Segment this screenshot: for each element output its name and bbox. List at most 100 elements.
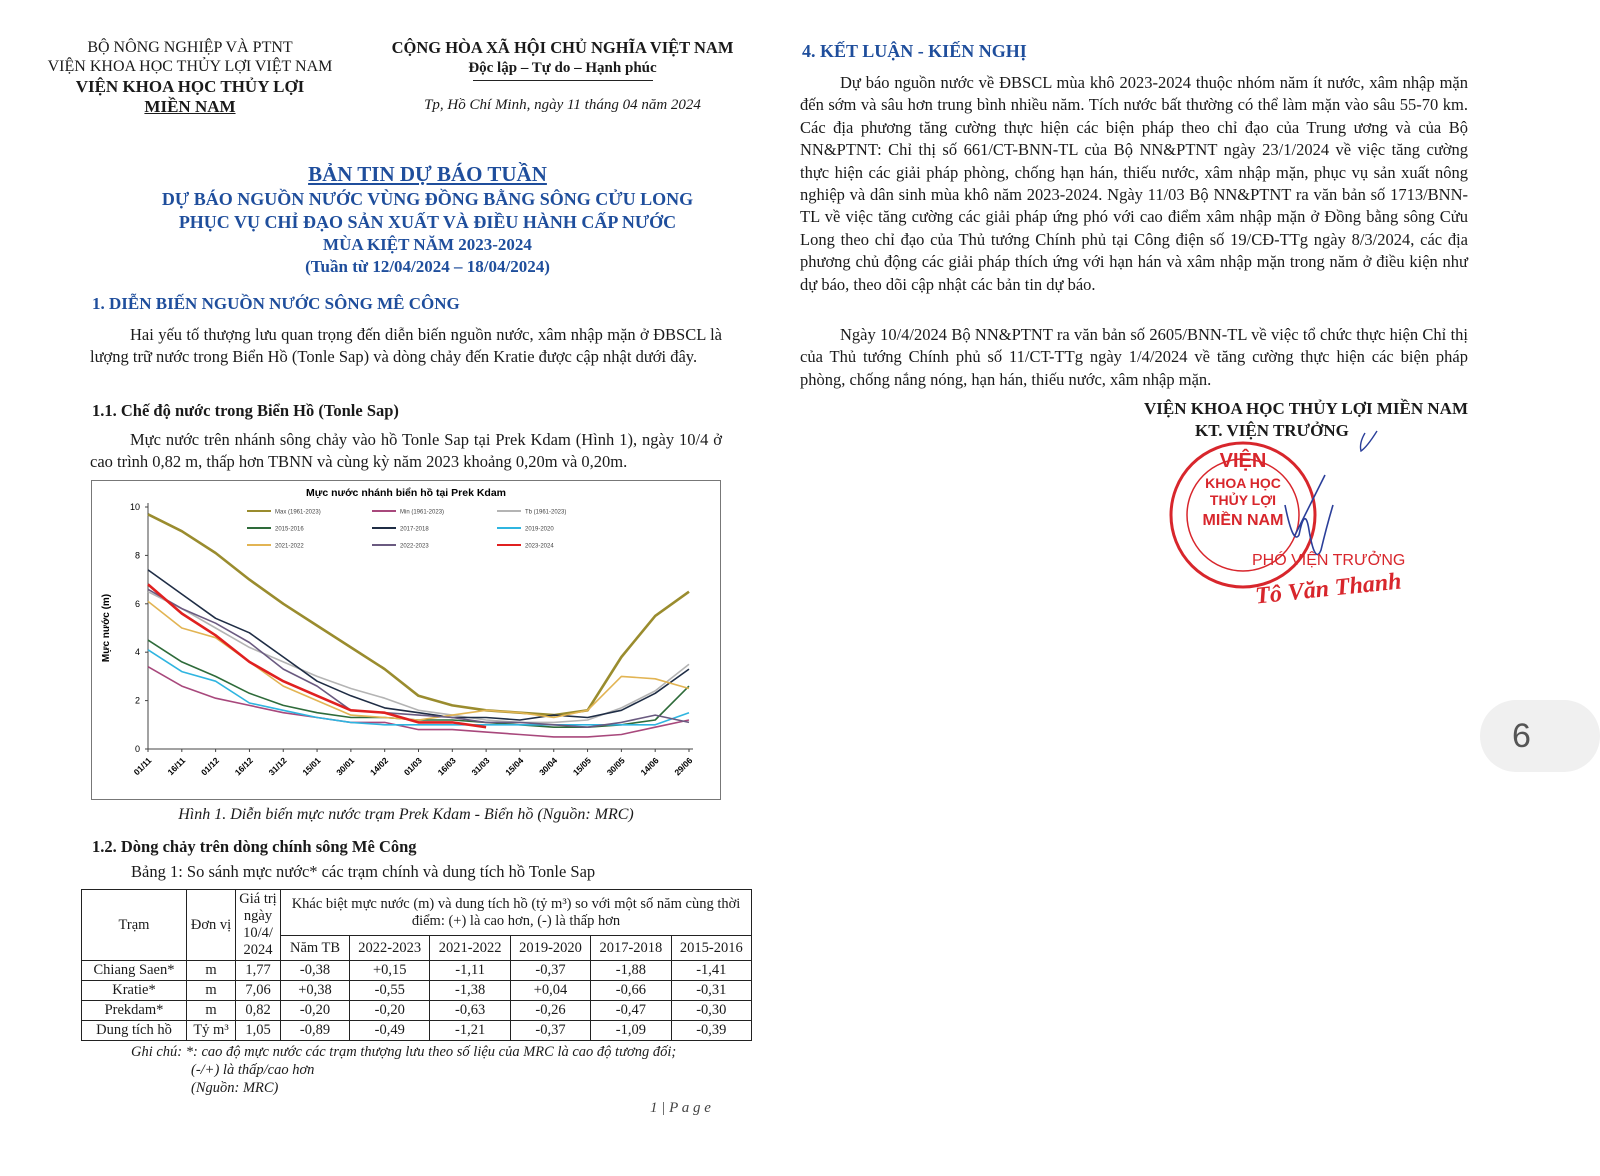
unit-cell: Tỷ m³ bbox=[186, 1020, 236, 1041]
diff-cell: -0,20 bbox=[279, 1000, 351, 1021]
diff-cell: +0,04 bbox=[509, 980, 592, 1001]
table-note-2: (-/+) là thấp/cao hơn bbox=[191, 1062, 315, 1078]
series-line-2015-2016 bbox=[147, 639, 690, 728]
signature-scribble bbox=[1284, 474, 1334, 556]
legend-label: 2017-2018 bbox=[400, 527, 429, 533]
x-tick-label: 30/04 bbox=[537, 755, 559, 777]
diff-cell: -0,49 bbox=[349, 1020, 431, 1041]
subtitle-1: DỰ BÁO NGUỒN NƯỚC VÙNG ĐỒNG BẰNG SÔNG CỬ… bbox=[161, 189, 694, 209]
signing-role: KT. VIỆN TRƯỞNG bbox=[1195, 421, 1349, 440]
motto-underline bbox=[472, 80, 653, 81]
diff-cell: -0,31 bbox=[670, 980, 753, 1001]
diff-cell: -1,21 bbox=[429, 1020, 511, 1041]
diff-cell: +0,15 bbox=[349, 960, 431, 981]
series-line-max-1961-2023- bbox=[147, 513, 690, 717]
x-tick-label: 14/06 bbox=[638, 755, 660, 777]
diff-cell: -0,39 bbox=[670, 1020, 753, 1041]
x-tick-label: 31/12 bbox=[267, 755, 289, 777]
legend-label: 2019-2020 bbox=[525, 527, 554, 533]
initial-mark bbox=[1359, 430, 1378, 453]
institute-name-2: MIỀN NAM bbox=[144, 97, 236, 116]
x-tick-label: 31/03 bbox=[469, 755, 491, 777]
x-tick-label: 29/06 bbox=[672, 755, 694, 777]
table-note-3: (Nguồn: MRC) bbox=[191, 1080, 279, 1096]
diff-cell: -0,66 bbox=[590, 980, 672, 1001]
series-line-2017-2018 bbox=[147, 569, 690, 721]
series-line-2022-2023 bbox=[147, 588, 690, 728]
subtitle-2: PHỤC VỤ CHỈ ĐẠO SẢN XUẤT VÀ ĐIỀU HÀNH CẤ… bbox=[178, 212, 677, 232]
viewer-page-indicator: 6 bbox=[1480, 700, 1600, 772]
figure-caption: Hình 1. Diễn biến mực nước trạm Prek Kda… bbox=[178, 806, 634, 823]
unit-cell: m bbox=[186, 960, 236, 981]
x-tick-label: 16/12 bbox=[233, 755, 255, 777]
legend-label: 2022-2023 bbox=[400, 544, 429, 550]
y-tick-label: 10 bbox=[130, 502, 140, 512]
year-header: 2022-2023 bbox=[349, 935, 431, 961]
conclusion-paragraph-2: Ngày 10/4/2024 Bộ NN&PTNT ra văn bản số … bbox=[800, 325, 1468, 389]
year-header: 2017-2018 bbox=[590, 935, 672, 961]
legend-label: Max (1961-2023) bbox=[275, 510, 321, 516]
value-cell: 1,05 bbox=[235, 1020, 281, 1041]
series-line-2023-2024 bbox=[147, 583, 487, 729]
official-stamp: VIỆN KHOA HỌC THỦY LỢI MIỀN NAM bbox=[1169, 430, 1378, 589]
diff-cell: -0,37 bbox=[509, 960, 592, 981]
svg-text:THỦY LỢI: THỦY LỢI bbox=[1210, 491, 1276, 508]
section-1-intro: Hai yếu tố thượng lưu quan trọng đến diễ… bbox=[90, 325, 722, 367]
y-tick-label: 6 bbox=[135, 599, 140, 609]
legend-label: 2023-2024 bbox=[525, 544, 554, 550]
academy-name: VIỆN KHOA HỌC THỦY LỢI VIỆT NAM bbox=[47, 58, 333, 75]
series-line-min-1961-2023- bbox=[147, 666, 690, 738]
diff-cell: -1,11 bbox=[429, 960, 511, 981]
legend-label: Min (1961-2023) bbox=[400, 510, 444, 516]
x-tick-label: 01/11 bbox=[132, 755, 154, 777]
header-unit: Đơn vị bbox=[186, 889, 236, 961]
nation-block: CỘNG HÒA XÃ HỘI CHỦ NGHĨA VIỆT NAM Độc l… bbox=[380, 38, 745, 115]
header-station: Trạm bbox=[81, 889, 187, 961]
y-axis-label: Mực nước (m) bbox=[101, 594, 112, 662]
subtitle-3: MÙA KIỆT NĂM 2023-2024 bbox=[323, 235, 532, 254]
x-tick-label: 30/01 bbox=[334, 755, 356, 777]
subsection-1-2-heading: 1.2. Dòng chảy trên dòng chính sông Mê C… bbox=[92, 837, 417, 856]
conclusion-paragraph-1: Dự báo nguồn nước về ĐBSCL mùa khô 2023-… bbox=[800, 73, 1468, 294]
station-cell: Dung tích hồ bbox=[81, 1020, 187, 1041]
x-tick-label: 15/04 bbox=[503, 755, 525, 777]
x-tick-label: 16/11 bbox=[165, 755, 187, 777]
legend-label: 2021-2022 bbox=[275, 544, 304, 550]
y-tick-label: 4 bbox=[135, 647, 140, 657]
deputy-title: PHÓ VIỆN TRƯỞNG bbox=[1252, 552, 1406, 569]
stamp-seal: VIỆN KHOA HỌC THỦY LỢI MIỀN NAM bbox=[1169, 441, 1317, 589]
x-tick-label: 01/03 bbox=[402, 755, 424, 777]
value-cell: 1,77 bbox=[235, 960, 281, 981]
issuer-block: BỘ NÔNG NGHIỆP VÀ PTNT VIỆN KHOA HỌC THỦ… bbox=[30, 38, 350, 117]
diff-cell: -0,55 bbox=[349, 980, 431, 1001]
unit-cell: m bbox=[186, 980, 236, 1001]
svg-text:VIỆN: VIỆN bbox=[1220, 448, 1267, 472]
table-caption: Bảng 1: So sánh mực nước* các trạm chính… bbox=[131, 862, 596, 881]
diff-cell: -0,89 bbox=[279, 1020, 351, 1041]
table-row: Dung tích hồ Tỷ m³ 1,05 -0,89 -0,49 -1,21 -0,3… bbox=[81, 1020, 753, 1041]
motto: Độc lập – Tự do – Hạnh phúc bbox=[468, 60, 657, 76]
x-tick-label: 01/12 bbox=[199, 755, 221, 777]
diff-cell: -1,88 bbox=[590, 960, 672, 981]
legend-label: 2015-2016 bbox=[275, 527, 304, 533]
svg-text:MIỀN NAM: MIỀN NAM bbox=[1203, 510, 1284, 529]
diff-cell: -0,20 bbox=[349, 1000, 431, 1021]
subsection-1-1-text: Mực nước trên nhánh sông chảy vào hồ Ton… bbox=[90, 430, 722, 472]
header-diff: Khác biệt mực nước (m) và dung tích hồ (… bbox=[280, 888, 752, 937]
diff-cell: -0,37 bbox=[509, 1020, 592, 1041]
x-tick-label: 15/05 bbox=[571, 755, 593, 777]
x-tick-label: 15/01 bbox=[300, 755, 322, 777]
diff-cell: +0,38 bbox=[279, 980, 351, 1001]
prek-kdam-water-level-chart: Mực nước nhánh biển hồ tại Prek Kdam 0 2 4 6… bbox=[91, 480, 721, 800]
unit-cell: m bbox=[186, 1000, 236, 1021]
table-row: Prekdam* m 0,82 -0,20 -0,20 -0,63 -0,26 -0,47 -0… bbox=[81, 1000, 753, 1021]
x-tick-label: 16/03 bbox=[436, 755, 458, 777]
header-value: Giá trị ngày 10/4/ 2024 bbox=[235, 889, 281, 961]
section-1-heading: 1. DIỄN BIẾN NGUỒN NƯỚC SÔNG MÊ CÔNG bbox=[92, 294, 460, 313]
table-row: Kratie* m 7,06 +0,38 -0,55 -1,38 +0,04 -0,66 -0,… bbox=[81, 980, 753, 1001]
diff-cell: -1,09 bbox=[590, 1020, 672, 1041]
table-note-1: Ghi chú: *: cao độ mực nước các trạm thư… bbox=[131, 1044, 677, 1060]
station-cell: Kratie* bbox=[81, 980, 187, 1001]
year-header: 2015-2016 bbox=[670, 935, 753, 961]
comparison-table: Trạm Đơn vị Giá trị ngày 10/4/ 2024 Khác… bbox=[81, 888, 753, 1041]
